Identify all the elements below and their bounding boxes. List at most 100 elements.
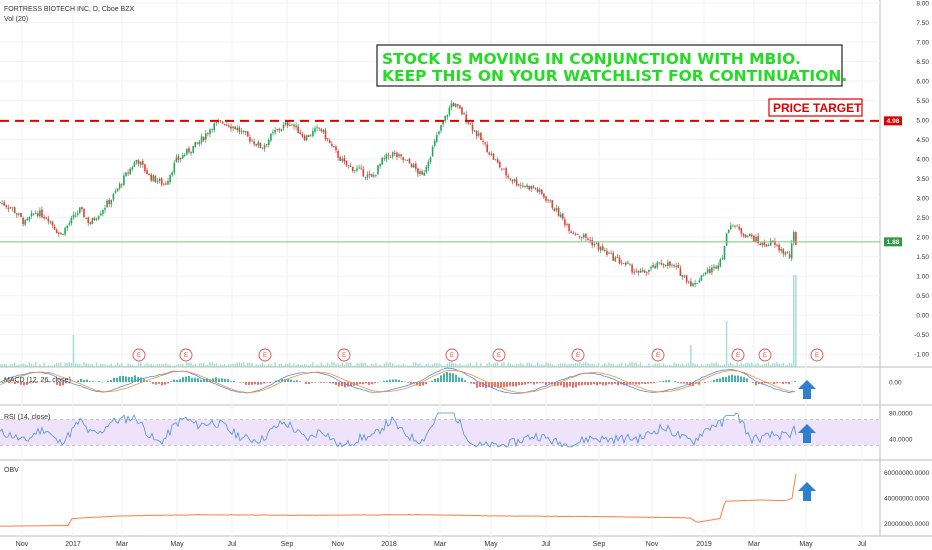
volume-bar <box>392 363 394 367</box>
time-axis[interactable]: Nov 2017 Mar May Jul Sep Nov 2018 Mar May Jul Sep No… <box>16 541 867 548</box>
volume-bar <box>121 362 123 367</box>
obv-pane[interactable] <box>0 473 797 527</box>
volume-bar <box>782 362 784 367</box>
candle-body <box>370 174 373 177</box>
candle-body <box>633 271 635 273</box>
volume-bar <box>343 365 346 367</box>
y-tick-label: 8.00 <box>916 0 929 7</box>
candle-body <box>772 240 774 242</box>
volume-bar <box>513 365 516 367</box>
candle-body <box>312 130 314 137</box>
volume-bar <box>291 365 293 367</box>
candle-body <box>698 280 701 283</box>
volume-bar <box>119 364 121 367</box>
candle-body <box>690 281 692 286</box>
macd-histogram-bar <box>653 382 655 383</box>
macd-histogram-bar <box>116 377 118 382</box>
candle-body <box>786 252 789 254</box>
volume-bar <box>694 363 696 367</box>
macd-histogram-bar <box>389 379 391 382</box>
candle-body <box>60 233 62 235</box>
macd-histogram-bar <box>242 382 244 383</box>
candle-body <box>467 122 470 124</box>
volume-bar <box>230 364 232 367</box>
rsi-pane[interactable] <box>0 412 880 448</box>
up-arrow-icon <box>798 482 816 501</box>
candle-body <box>444 115 446 122</box>
volume-bar <box>261 362 264 367</box>
macd-histogram-bar <box>14 382 16 384</box>
candle-body <box>757 236 759 243</box>
volume-bar <box>557 363 560 367</box>
volume-bar <box>602 364 604 367</box>
macd-histogram-bar <box>17 382 19 384</box>
volume-bar <box>719 364 721 367</box>
earnings-marker-label: E <box>815 353 819 359</box>
volume-bar <box>524 365 526 367</box>
candle-body <box>39 210 41 217</box>
candle-body <box>156 181 159 183</box>
earnings-marker <box>571 348 585 362</box>
volume-bar <box>434 363 436 367</box>
candle-body <box>391 152 394 157</box>
volume-bar <box>541 363 543 367</box>
x-tick-label: May <box>799 541 813 548</box>
candle-body <box>635 271 638 273</box>
x-tick-label: May <box>484 541 498 548</box>
x-tick-label: Jul <box>542 541 551 548</box>
candle-body <box>669 261 671 266</box>
candle-body <box>578 235 581 237</box>
macd-histogram-bar <box>473 382 475 385</box>
earnings-marker <box>492 348 506 362</box>
candle-body <box>297 126 299 134</box>
volume-bar <box>637 364 640 367</box>
macd-histogram-bar <box>440 375 442 382</box>
x-tick-label: Jul <box>228 541 237 548</box>
candle-body <box>677 265 680 268</box>
candle-body <box>572 232 575 234</box>
macd-histogram-bar <box>65 382 67 384</box>
volume-bar <box>87 363 89 367</box>
candle-body <box>276 129 278 130</box>
macd-histogram-bar <box>260 382 262 385</box>
candle-body <box>513 179 516 182</box>
macd-histogram-bar <box>626 382 628 385</box>
candle-body <box>704 272 707 275</box>
earnings-marker-label: E <box>342 353 346 359</box>
macd-histogram-bar <box>725 377 727 382</box>
volume-bar <box>396 365 398 367</box>
candle-body <box>282 124 285 129</box>
price-axis[interactable]: 8.00 7.50 7.00 6.50 6.00 5.50 5.00 4.50 4.00 3.50… <box>884 0 930 528</box>
candle-body <box>333 145 335 148</box>
volume-bar <box>786 364 789 367</box>
candle-body <box>0 201 1 203</box>
volume-bar <box>564 363 566 367</box>
volume-bar <box>236 362 238 367</box>
volume-bar <box>47 365 49 367</box>
volume-bar <box>494 362 497 367</box>
volume-bar <box>547 362 549 367</box>
candle-body <box>299 132 302 135</box>
candle-body <box>568 223 570 231</box>
candle-body <box>205 133 207 140</box>
volume-bar <box>570 363 572 367</box>
candle-body <box>517 184 520 186</box>
macd-histogram-bar <box>596 382 598 386</box>
candle-body <box>326 138 329 140</box>
macd-pane[interactable] <box>0 367 796 395</box>
macd-histogram-bar <box>509 382 511 387</box>
volume-bar <box>154 365 157 367</box>
volume-bar <box>625 363 627 367</box>
volume-bar <box>629 362 631 367</box>
candle-body <box>490 153 493 155</box>
earnings-marker <box>445 348 459 362</box>
candle-body <box>192 146 194 153</box>
macd-histogram-bar <box>368 382 370 385</box>
candle-body <box>76 213 79 216</box>
volume-bar <box>631 362 633 367</box>
macd-histogram-bar <box>98 381 100 382</box>
earnings-marker-label: E <box>450 353 454 359</box>
volume-bar <box>175 364 178 367</box>
candle-body <box>463 113 465 115</box>
